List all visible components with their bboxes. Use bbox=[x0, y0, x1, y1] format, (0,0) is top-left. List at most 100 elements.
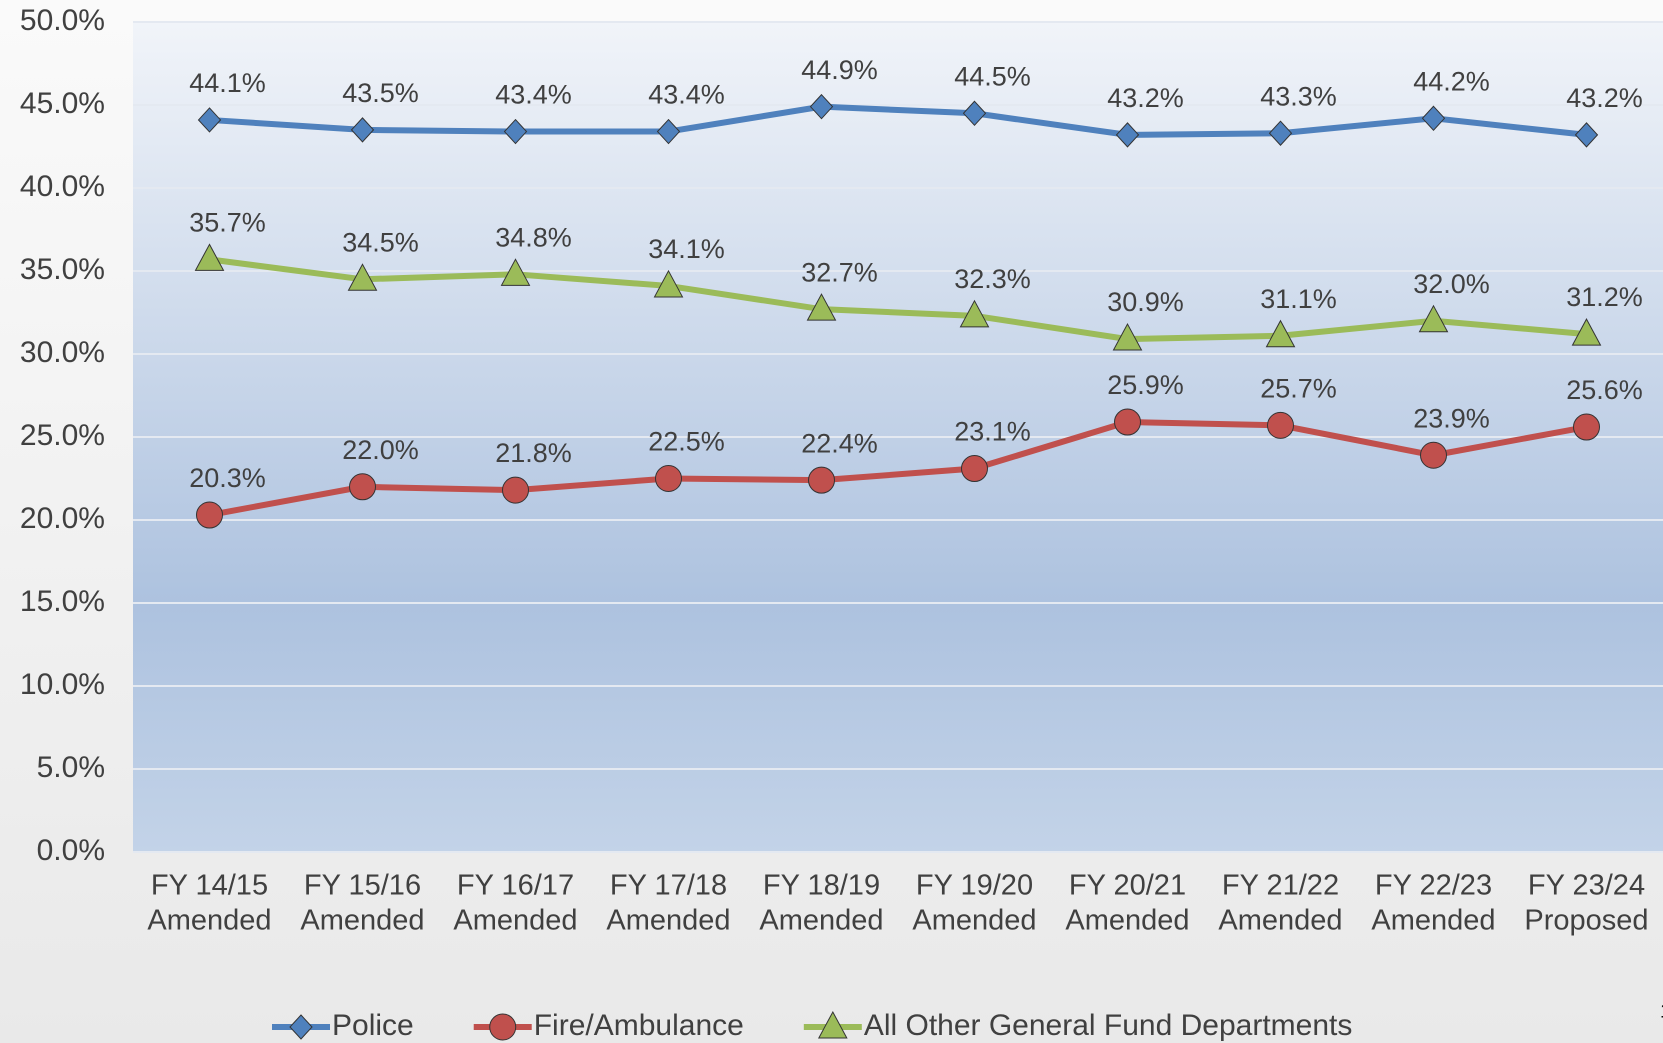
y-tick-label: 35.0% bbox=[20, 253, 105, 286]
point bbox=[959, 299, 990, 328]
data-label: 43.2% bbox=[1107, 83, 1184, 113]
point bbox=[1267, 411, 1294, 439]
data-label: 34.1% bbox=[648, 234, 725, 264]
y-tick-label: 15.0% bbox=[20, 585, 105, 618]
x-tick-label: Amended bbox=[759, 905, 883, 937]
x-tick-label: FY 20/21 bbox=[1069, 870, 1186, 902]
y-tick-label: 45.0% bbox=[20, 87, 105, 120]
point bbox=[656, 118, 681, 145]
data-label: 44.1% bbox=[189, 68, 266, 98]
x-tick-label: Amended bbox=[453, 905, 577, 937]
data-label: 43.3% bbox=[1260, 81, 1337, 111]
data-label: 20.3% bbox=[189, 463, 266, 493]
data-label: 23.9% bbox=[1413, 403, 1490, 433]
data-label: 32.7% bbox=[801, 257, 878, 287]
data-label: 43.4% bbox=[648, 80, 725, 110]
x-tick-label: Proposed bbox=[1524, 905, 1648, 937]
x-tick-label: FY 23/24 bbox=[1528, 870, 1645, 902]
series-line bbox=[209, 256, 1587, 343]
x-tick-label: Amended bbox=[1218, 905, 1342, 937]
series-line bbox=[209, 103, 1587, 138]
x-tick-label: Amended bbox=[606, 905, 730, 937]
point bbox=[1112, 323, 1143, 351]
point bbox=[1574, 122, 1599, 148]
x-tick-label: Amended bbox=[1371, 905, 1495, 937]
x-tick-label: FY 17/18 bbox=[610, 870, 727, 902]
y-tick-label: 40.0% bbox=[20, 170, 105, 203]
x-tick-label: FY 18/19 bbox=[763, 870, 880, 902]
data-label: 30.9% bbox=[1107, 287, 1184, 317]
data-label: 32.3% bbox=[954, 264, 1031, 294]
point bbox=[503, 118, 528, 145]
point bbox=[1421, 105, 1446, 132]
point bbox=[1420, 441, 1447, 469]
point bbox=[806, 293, 837, 321]
data-label: 43.5% bbox=[342, 78, 419, 108]
data-label: 21.8% bbox=[495, 438, 572, 468]
x-tick-label: Amended bbox=[912, 905, 1036, 937]
data-label: 22.4% bbox=[801, 428, 878, 458]
point bbox=[809, 93, 834, 120]
point bbox=[196, 501, 223, 529]
y-tick-label: 10.0% bbox=[20, 668, 105, 701]
point bbox=[1115, 122, 1140, 148]
x-tick-label: Amended bbox=[147, 905, 271, 937]
y-tick-label: 20.0% bbox=[20, 502, 105, 535]
x-tick-label: Amended bbox=[1065, 905, 1189, 937]
point bbox=[1268, 120, 1293, 146]
data-label: 32.0% bbox=[1413, 269, 1490, 299]
y-tick-label: 50.0% bbox=[20, 4, 105, 37]
data-label: 43.2% bbox=[1566, 83, 1643, 113]
x-tick-label: FY 15/16 bbox=[304, 870, 421, 902]
point bbox=[1571, 318, 1602, 346]
data-label: 44.2% bbox=[1413, 66, 1490, 96]
point bbox=[1418, 304, 1449, 333]
data-label: 31.2% bbox=[1566, 282, 1643, 312]
y-tick-label: 25.0% bbox=[20, 419, 105, 452]
point bbox=[1573, 413, 1600, 441]
y-tick-label: 0.0% bbox=[37, 834, 105, 867]
series-line bbox=[208, 419, 1588, 518]
data-label: 25.7% bbox=[1260, 374, 1337, 404]
legend-label: All Other General Fund Departments bbox=[864, 1009, 1353, 1042]
point bbox=[653, 269, 684, 298]
point bbox=[349, 473, 376, 501]
legend-label: Police bbox=[332, 1009, 414, 1042]
data-label: 31.1% bbox=[1260, 284, 1337, 314]
point bbox=[655, 465, 682, 492]
x-tick-label: Amended bbox=[300, 905, 424, 937]
x-tick-label: FY 14/15 bbox=[151, 870, 268, 902]
data-label: 22.0% bbox=[342, 435, 419, 465]
page-number: 1 bbox=[1660, 1000, 1663, 1022]
x-tick-label: FY 16/17 bbox=[457, 870, 574, 902]
y-tick-label: 5.0% bbox=[37, 751, 105, 784]
point bbox=[197, 107, 222, 133]
point bbox=[962, 100, 987, 127]
data-label: 22.5% bbox=[648, 427, 725, 457]
data-label: 44.5% bbox=[954, 61, 1031, 91]
data-label: 35.7% bbox=[189, 208, 266, 238]
point bbox=[808, 466, 835, 494]
point bbox=[1265, 319, 1296, 348]
legend-label: Fire/Ambulance bbox=[534, 1009, 744, 1042]
point bbox=[350, 117, 375, 143]
point bbox=[347, 263, 378, 291]
data-label: 43.4% bbox=[495, 80, 572, 110]
legend-marker bbox=[817, 1010, 848, 1039]
x-tick-label: FY 22/23 bbox=[1375, 870, 1492, 902]
point bbox=[1114, 408, 1141, 436]
point bbox=[500, 258, 531, 286]
data-label: 34.5% bbox=[342, 227, 419, 257]
data-label: 44.9% bbox=[801, 55, 878, 85]
data-label: 25.6% bbox=[1566, 375, 1643, 405]
legend-marker bbox=[489, 1013, 517, 1041]
y-tick-label: 30.0% bbox=[20, 336, 105, 369]
data-label: 23.1% bbox=[954, 417, 1031, 447]
point bbox=[502, 476, 529, 504]
data-label: 34.8% bbox=[495, 222, 572, 252]
point bbox=[194, 243, 225, 271]
x-tick-label: FY 19/20 bbox=[916, 870, 1033, 902]
legend-marker bbox=[289, 1014, 313, 1040]
point bbox=[961, 455, 988, 483]
